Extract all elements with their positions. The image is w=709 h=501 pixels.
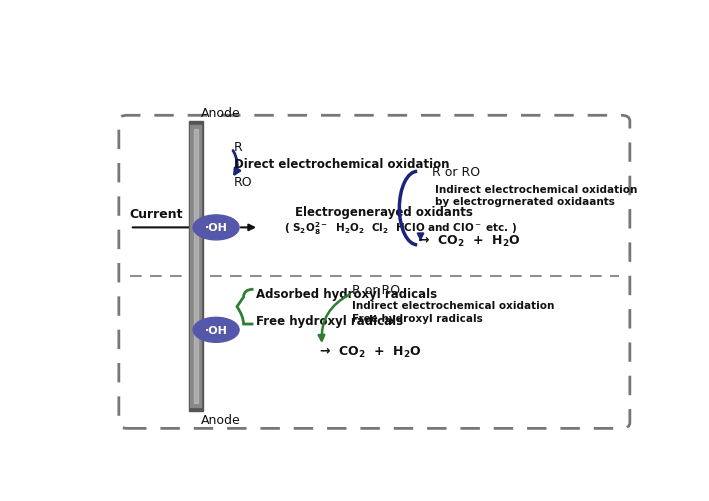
Text: Current: Current <box>130 207 184 220</box>
Text: Anode: Anode <box>201 413 241 426</box>
Text: ·OH: ·OH <box>205 223 228 233</box>
Text: →  $\mathbf{CO_2}$  +  $\mathbf{H_2O}$: → $\mathbf{CO_2}$ + $\mathbf{H_2O}$ <box>319 344 422 359</box>
FancyBboxPatch shape <box>119 116 630 428</box>
Bar <box>190 126 201 407</box>
Text: ( $\mathregular{S_2O_8^{2-}}$  $\mathregular{H_2O_2}$  $\mathregular{Cl_2}$  HCl: ( $\mathregular{S_2O_8^{2-}}$ $\mathregu… <box>284 219 517 236</box>
Text: Anode: Anode <box>201 107 241 120</box>
Ellipse shape <box>193 215 239 240</box>
Text: R: R <box>234 140 243 153</box>
Text: Direct electrochemical oxidation: Direct electrochemical oxidation <box>234 158 450 171</box>
Text: Free hydroxyl radicals: Free hydroxyl radicals <box>352 314 483 324</box>
Text: →  $\mathbf{CO_2}$  +  $\mathbf{H_2O}$: → $\mathbf{CO_2}$ + $\mathbf{H_2O}$ <box>418 234 520 249</box>
Text: Adsorbed hydroxyl radicals: Adsorbed hydroxyl radicals <box>256 287 437 300</box>
Bar <box>194 130 198 403</box>
Ellipse shape <box>193 318 239 343</box>
Text: by electrogrnerated oxidaants: by electrogrnerated oxidaants <box>435 197 615 207</box>
Text: Indirect electrochemical oxidation: Indirect electrochemical oxidation <box>435 184 637 194</box>
Text: R or RO: R or RO <box>352 283 401 296</box>
Text: Electrogenerayed oxidants: Electrogenerayed oxidants <box>295 206 473 219</box>
Text: Free hydroxyl radicals: Free hydroxyl radicals <box>256 314 403 327</box>
Text: Indirect electrochemical oxidation: Indirect electrochemical oxidation <box>352 300 554 310</box>
Text: RO: RO <box>234 175 253 188</box>
Text: R or RO: R or RO <box>432 165 480 178</box>
Bar <box>189 122 203 411</box>
Text: ·OH: ·OH <box>205 325 228 335</box>
